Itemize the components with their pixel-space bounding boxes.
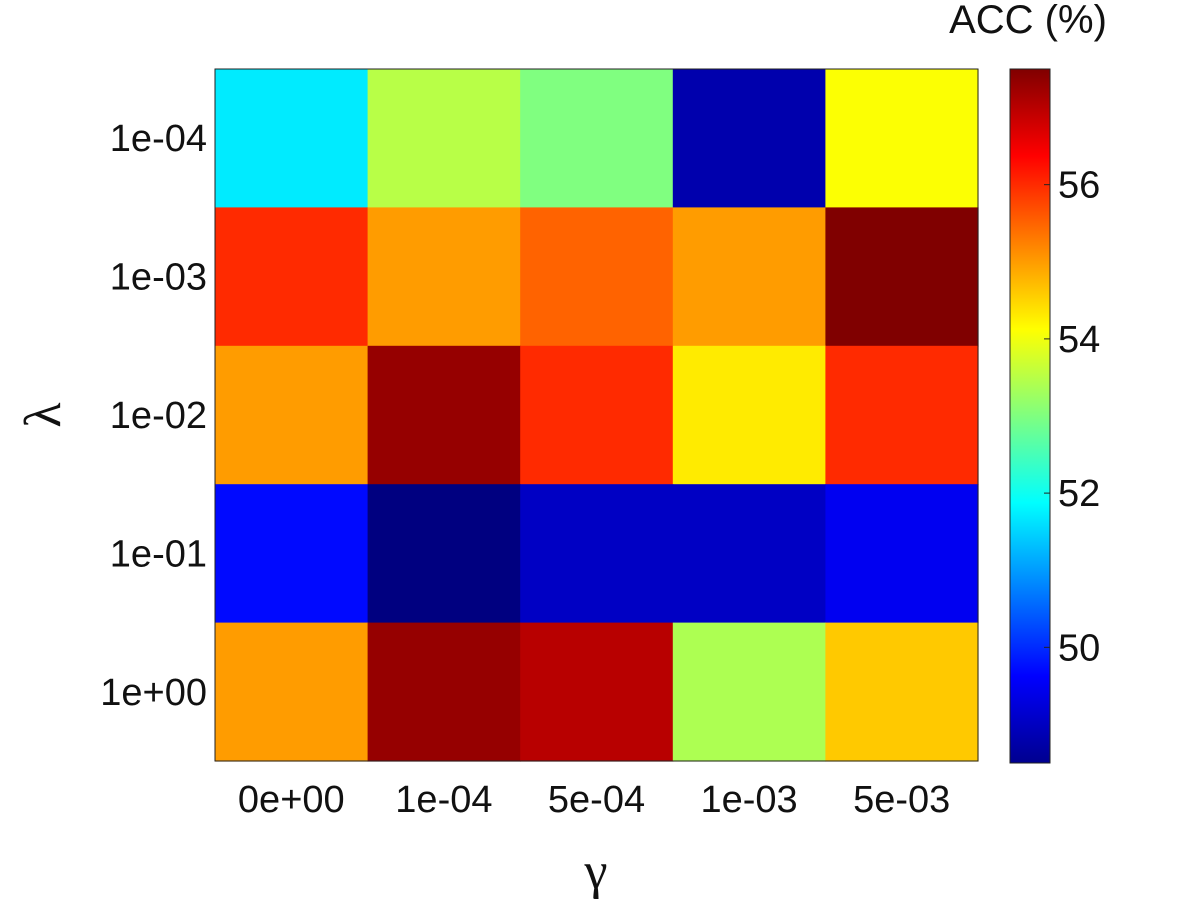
- colorbar-title: ACC (%): [949, 0, 1107, 42]
- x-tick-label: 1e-04: [395, 779, 492, 821]
- heatmap-cell: [215, 622, 369, 762]
- heatmap-cell: [825, 622, 979, 762]
- heatmap-cell: [825, 484, 979, 624]
- heatmap-cell: [215, 69, 369, 208]
- heatmap-cell: [215, 484, 369, 624]
- y-tick-label: 1e-04: [110, 118, 207, 160]
- heatmap-cell: [367, 345, 521, 485]
- heatmap-cell: [672, 69, 826, 208]
- x-tick-label: 0e+00: [238, 779, 345, 821]
- heatmap-cell: [367, 207, 521, 347]
- heatmap-cell: [672, 484, 826, 624]
- colorbar-tick-label: 56: [1058, 165, 1100, 207]
- heatmap-cell: [215, 207, 369, 347]
- heatmap-cell: [825, 69, 979, 208]
- y-tick-label: 1e+00: [100, 672, 207, 714]
- heatmap-cell: [672, 622, 826, 762]
- x-axis-label: γ: [584, 843, 608, 900]
- y-tick-label: 1e-02: [110, 395, 207, 437]
- y-tick-label: 1e-03: [110, 257, 207, 299]
- heatmap-cell: [520, 69, 674, 208]
- plot-frame: [214, 68, 979, 762]
- x-tick-label: 5e-03: [853, 779, 950, 821]
- heatmap-cell: [672, 345, 826, 485]
- colorbar-tick-label: 50: [1058, 627, 1100, 669]
- heatmap-cell: [367, 622, 521, 762]
- colorbar: [1009, 68, 1051, 764]
- heatmap-cell: [520, 345, 674, 485]
- heatmap-cells: [215, 69, 979, 762]
- heatmap-cell: [520, 207, 674, 347]
- heatmap-cell: [520, 622, 674, 762]
- heatmap-cell: [367, 69, 521, 208]
- y-axis-label: λ: [15, 402, 72, 427]
- colorbar-tick-label: 54: [1058, 319, 1100, 361]
- x-tick-label: 5e-04: [548, 779, 645, 821]
- x-tick-label: 1e-03: [700, 779, 797, 821]
- heatmap-cell: [825, 345, 979, 485]
- heatmap-cell: [367, 484, 521, 624]
- y-tick-label: 1e-01: [110, 533, 207, 575]
- y-tick-labels: 1e-04 1e-03 1e-02 1e-01 1e+00: [100, 118, 207, 714]
- heatmap-cell: [215, 345, 369, 485]
- heatmap-cell: [825, 207, 979, 347]
- x-tick-labels: 0e+00 1e-04 5e-04 1e-03 5e-03: [238, 779, 950, 821]
- heatmap-cell: [520, 484, 674, 624]
- colorbar-ticks: 50 52 54 56: [1044, 165, 1100, 669]
- heatmap-cell: [672, 207, 826, 347]
- colorbar-tick-label: 52: [1058, 473, 1100, 515]
